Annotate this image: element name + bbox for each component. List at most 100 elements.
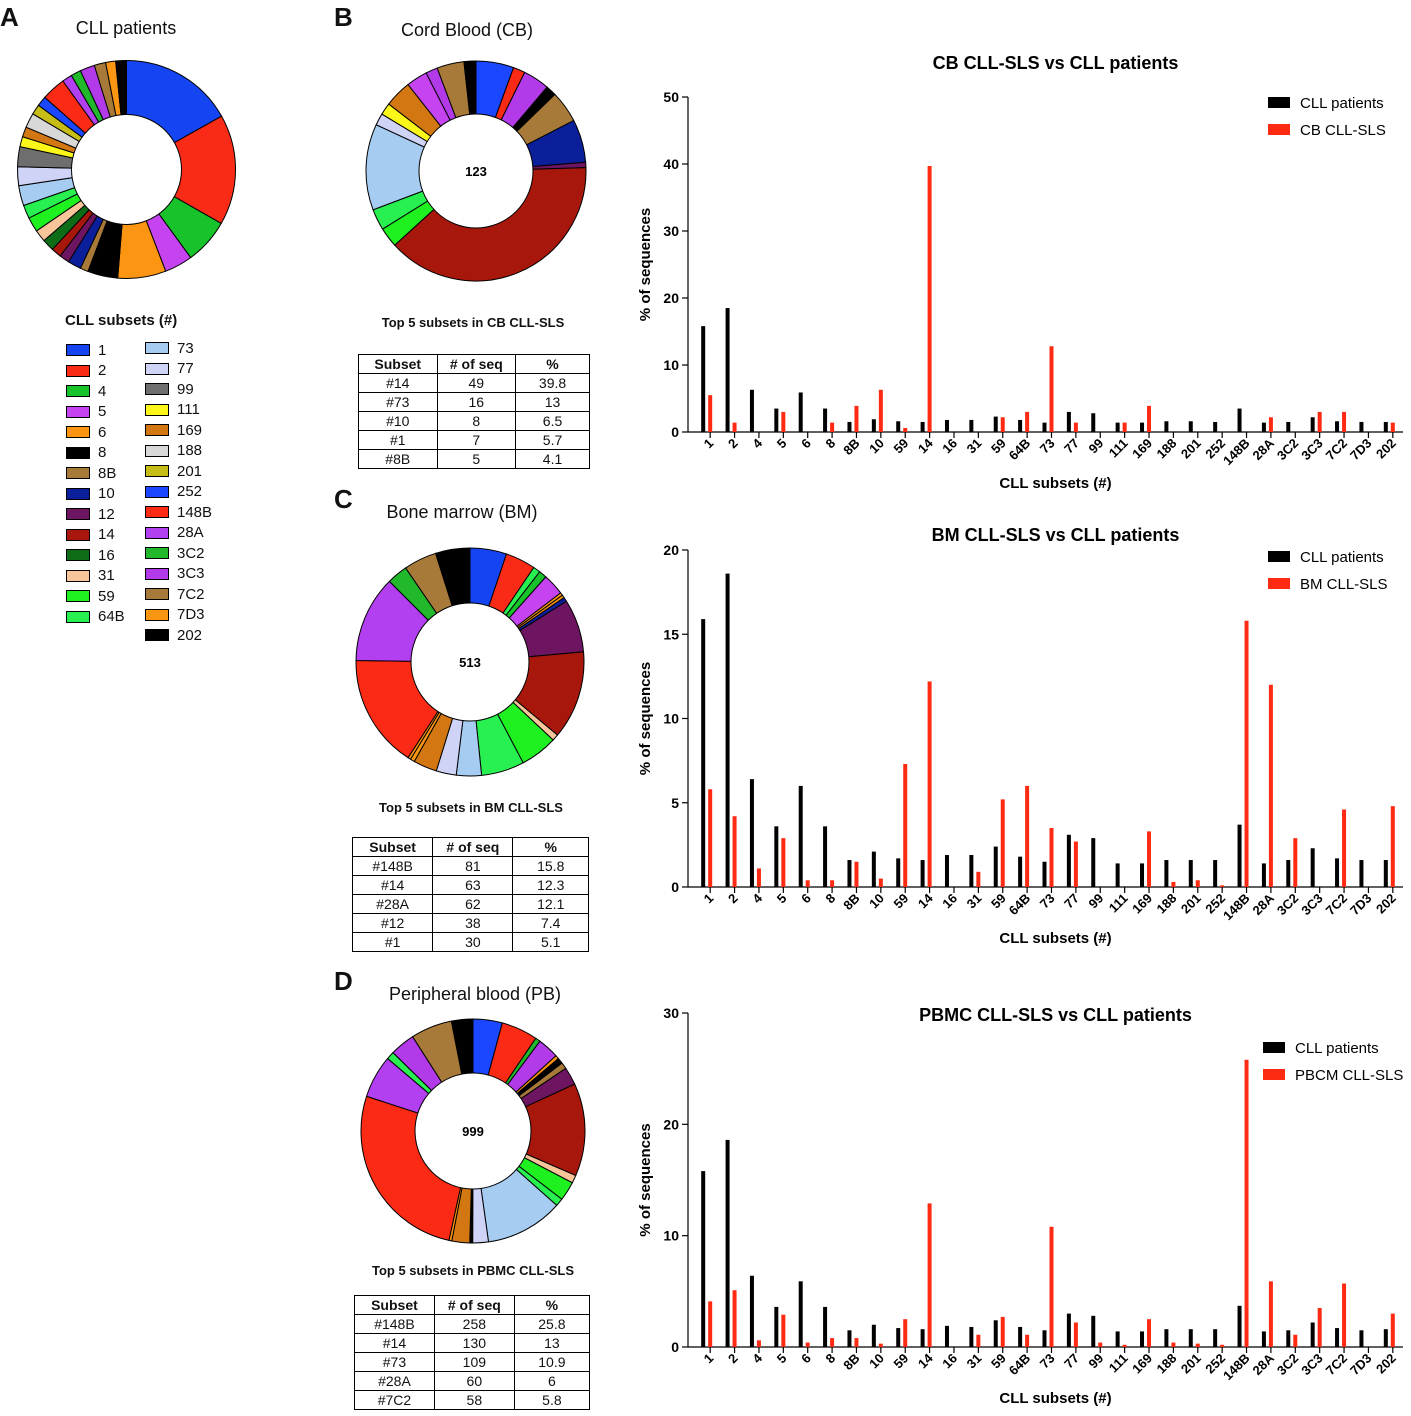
bar-bm-sls-59 <box>903 763 908 887</box>
bar-cb-cll-99 <box>1091 413 1096 432</box>
legend-label-1: 1 <box>98 341 107 359</box>
table-cell: 13 <box>515 392 590 412</box>
legend-swatch-188 <box>145 444 169 457</box>
legend-label-3C3: 3C3 <box>177 565 205 583</box>
x-tick-label-bm: 77 <box>1061 891 1082 912</box>
bar-pb-sls-59 <box>1000 1316 1005 1347</box>
legend-item-252: 252 <box>145 482 212 503</box>
table-row: #1 7 5.7 <box>358 430 590 450</box>
bar-pb-cll-3C2 <box>1286 1330 1291 1347</box>
legend-swatch-16 <box>66 549 90 562</box>
x-tick-label-pb: 3C2 <box>1274 1351 1301 1378</box>
x-tick-label-bm: 202 <box>1373 891 1399 917</box>
table-cell: 7 <box>436 430 517 450</box>
bar-pb-cll-99 <box>1091 1315 1096 1347</box>
bar-cb-sls-8B <box>854 405 859 432</box>
bar-bm-sls-73 <box>1049 828 1054 887</box>
legend-swatch-77 <box>145 362 169 375</box>
x-tick-label-bm: 10 <box>866 891 887 912</box>
bar-cb-cll-10 <box>871 419 876 432</box>
legend-swatch-59 <box>66 590 90 603</box>
bar-pb-sls-111 <box>1122 1344 1127 1347</box>
table-row: #28A 60 6 <box>354 1371 591 1391</box>
bar-pb-cll-31 <box>969 1326 974 1347</box>
legend-swatch-4 <box>66 385 90 398</box>
x-tick-label-cb: 188 <box>1154 436 1180 462</box>
bar-bm-sls-7C2 <box>1342 809 1347 887</box>
bar-cb-sls-111 <box>1122 422 1127 432</box>
chart-legend-label-cb-1: CB CLL-SLS <box>1300 122 1386 139</box>
legend-item-28A: 28A <box>145 523 212 544</box>
table-cell: #1 <box>351 932 434 952</box>
bar-bm-cll-59 <box>993 846 998 887</box>
table-cell: #14 <box>351 875 434 895</box>
donut-chart-cll <box>17 59 236 279</box>
x-tick-label-bm: 4 <box>749 890 765 906</box>
x-tick-label-bm: 5 <box>774 891 790 907</box>
x-tick-label-cb: 1 <box>701 436 717 452</box>
legend-swatch-252 <box>145 485 169 498</box>
table-row: #7C2 58 5.8 <box>354 1390 591 1410</box>
table-cell: 6.5 <box>515 411 590 431</box>
bar-bm-cll-28A <box>1261 863 1266 887</box>
table-header-cell: % <box>512 837 589 857</box>
bar-cb-sls-14 <box>927 166 932 432</box>
bar-bm-cll-148B <box>1237 824 1242 887</box>
x-tick-label-cb: 14 <box>915 435 936 456</box>
bar-bm-sls-169 <box>1147 831 1152 887</box>
chart-title-bm: BM CLL-SLS vs CLL patients <box>932 525 1180 545</box>
chart-legend-swatch-pb-0 <box>1263 1042 1285 1053</box>
bar-pb-sls-99 <box>1098 1342 1103 1347</box>
bar-pb-sls-7C2 <box>1342 1283 1347 1347</box>
bar-bm-cll-188 <box>1164 860 1169 887</box>
legend-item-77: 77 <box>145 359 212 380</box>
bar-pb-cll-59 <box>993 1320 998 1347</box>
table-cell: 15.8 <box>512 856 589 876</box>
bar-cb-cll-5 <box>774 408 779 432</box>
x-axis-label-bm: CLL subsets (#) <box>999 930 1111 947</box>
legend-item-3C2: 3C2 <box>145 543 212 564</box>
legend-label-7D3: 7D3 <box>177 606 205 624</box>
top5-table-cb: Subset # of seq% #14 49 39.8 #73 16 13 #10 8 6.5 #1… <box>358 354 590 469</box>
bar-cb-sls-3C3 <box>1317 411 1322 432</box>
legend-label-7C2: 7C2 <box>177 585 205 603</box>
x-tick-label-cb: 148B <box>1220 436 1253 469</box>
table-cell: #10 <box>358 411 438 431</box>
legend-swatch-73 <box>145 342 169 355</box>
x-tick-label-pb: 1 <box>701 1351 717 1367</box>
x-tick-label-pb: 64B <box>1006 1351 1033 1378</box>
y-tick-label-bm: 10 <box>663 711 679 727</box>
y-tick-label-pb: 30 <box>663 1005 679 1021</box>
bar-bm-sls-3C2 <box>1293 838 1298 887</box>
bar-bm-cll-1 <box>701 619 706 887</box>
legend-swatch-99 <box>145 383 169 396</box>
x-tick-label-bm: 7D3 <box>1347 891 1374 918</box>
bar-pb-sls-64B <box>1025 1334 1030 1347</box>
x-tick-label-bm: 3C3 <box>1298 891 1325 918</box>
legend-swatch-31 <box>66 569 90 582</box>
legend-swatch-28A <box>145 526 169 539</box>
bar-bm-cll-14 <box>920 860 925 887</box>
x-tick-label-pb: 31 <box>964 1351 985 1372</box>
x-tick-label-cb: 99 <box>1086 436 1107 457</box>
bar-cb-cll-3C3 <box>1310 417 1315 432</box>
x-tick-label-cb: 59 <box>891 436 912 457</box>
x-tick-label-pb: 188 <box>1154 1351 1180 1377</box>
panel-label-c: C <box>334 484 353 514</box>
bar-pb-cll-252 <box>1213 1329 1218 1347</box>
table-cell: #12 <box>351 913 434 933</box>
legend-swatch-7D3 <box>145 608 169 621</box>
legend-item-99: 99 <box>145 379 212 400</box>
pie-title-bm: Bone marrow (BM) <box>386 502 538 522</box>
bar-cb-cll-7C2 <box>1335 421 1340 432</box>
table-cell: #1 <box>358 430 438 450</box>
bar-pb-sls-5 <box>781 1314 786 1347</box>
x-tick-label-cb: 73 <box>1037 436 1058 457</box>
table-row: #1 30 5.1 <box>351 932 589 952</box>
table-row: #8B 5 4.1 <box>358 449 590 469</box>
table-cell: 16 <box>436 392 517 412</box>
legend-item-6: 6 <box>66 422 125 443</box>
top5-table-pb: Subset # of seq% #148B 258 25.8 #14 130 13 #73 10… <box>354 1295 591 1410</box>
bar-pb-sls-8 <box>830 1338 835 1347</box>
table-cell: 13 <box>513 1333 591 1353</box>
